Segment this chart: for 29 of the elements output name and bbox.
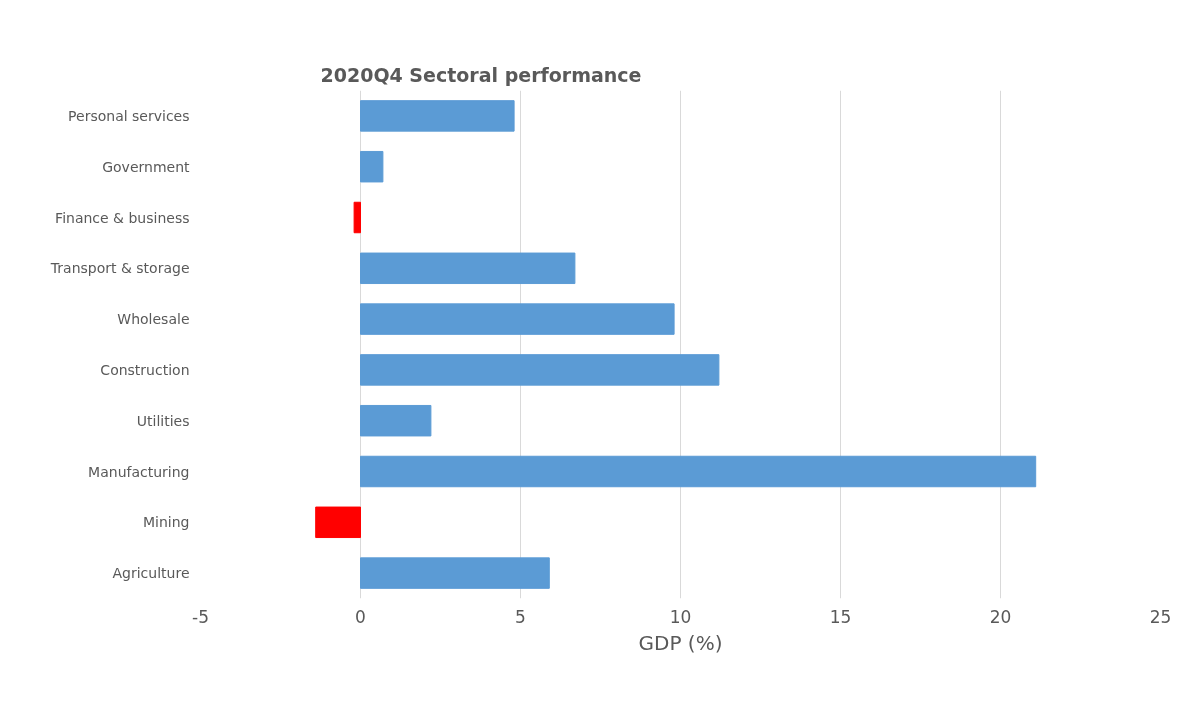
chart-title: 2020Q4 Sectoral performance <box>320 63 642 86</box>
bar <box>353 201 361 234</box>
bar <box>360 404 432 437</box>
bar <box>360 557 550 589</box>
x-tick-label: 5 <box>515 606 526 627</box>
y-tick-label: Mining <box>143 514 190 531</box>
y-tick-label: Government <box>102 158 191 175</box>
bar <box>360 354 720 386</box>
bar <box>360 252 576 285</box>
y-tick-label: Transport & storage <box>49 260 190 277</box>
bar <box>360 455 1037 488</box>
y-tick-label: Manufacturing <box>88 463 190 480</box>
y-tick-label: Construction <box>100 361 190 378</box>
x-tick-label: 10 <box>669 606 692 627</box>
y-tick-label: Finance & business <box>55 209 190 226</box>
x-tick-label: 15 <box>829 606 852 627</box>
bar <box>315 506 361 539</box>
x-tick-label: 20 <box>989 606 1012 627</box>
y-tick-label: Personal services <box>68 107 190 124</box>
bar <box>360 150 384 183</box>
x-tick-label: -5 <box>192 606 209 627</box>
y-tick-label: Agriculture <box>112 565 190 582</box>
y-tick-label: Utilities <box>136 412 190 429</box>
x-tick-label: 25 <box>1149 606 1172 627</box>
bar <box>360 303 675 335</box>
x-tick-label: 0 <box>355 606 366 627</box>
y-tick-label: Wholesale <box>117 311 190 328</box>
x-axis-title: GDP (%) <box>638 630 723 655</box>
bar <box>360 100 515 132</box>
